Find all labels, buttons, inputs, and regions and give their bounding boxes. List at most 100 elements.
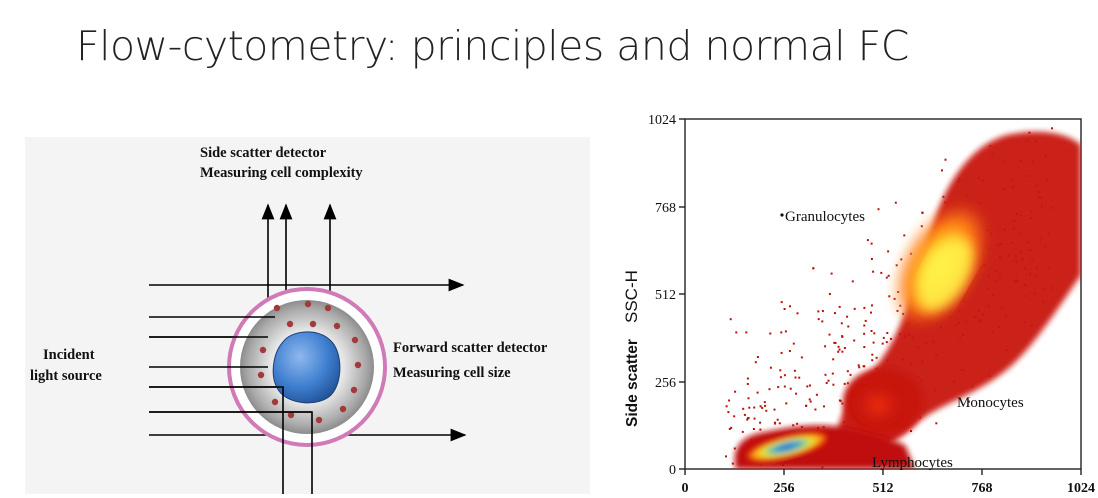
event-dot <box>769 332 772 335</box>
event-dot <box>748 406 751 409</box>
event-dot <box>910 430 912 432</box>
event-dot <box>834 312 836 315</box>
y-tick-1024: 1024 <box>648 113 676 128</box>
event-dot <box>870 258 873 260</box>
event-dot <box>863 332 866 335</box>
event-dot <box>941 169 943 172</box>
event-dot <box>870 242 873 245</box>
y-axis-label: Side scatter SSC-H <box>622 270 641 427</box>
event-dot <box>821 320 824 323</box>
event-dot <box>730 426 733 429</box>
event-dot <box>817 310 820 313</box>
event-dot <box>743 413 746 416</box>
event-dot <box>796 422 799 425</box>
event-dot <box>841 335 844 338</box>
event-dot <box>752 428 755 430</box>
event-dot <box>885 276 888 279</box>
event-dot <box>747 417 749 420</box>
event-dot <box>742 407 745 410</box>
event-dot <box>794 376 797 379</box>
event-dot <box>784 330 787 333</box>
x-axis-ticks <box>684 469 1082 475</box>
event-dot <box>853 307 856 310</box>
side-detector-label: Side scatter detector <box>200 145 327 161</box>
event-dot <box>881 342 884 345</box>
event-dot <box>780 351 783 354</box>
event-dot <box>789 387 792 390</box>
slide-title: Flow-cytometry: principles and normal FC <box>76 22 909 70</box>
event-dot <box>875 356 878 359</box>
event-dot <box>824 345 827 348</box>
event-dot <box>735 331 738 334</box>
event-dot <box>773 421 776 424</box>
event-dot <box>814 408 817 411</box>
lymphocytes-label: Lymphocytes <box>872 455 953 471</box>
cell-granules <box>257 300 362 424</box>
event-dot <box>746 383 749 385</box>
event-dot <box>838 348 841 351</box>
density-plot-svg: 1024 768 512 256 0 0 256 512 768 1024 Si… <box>622 113 1095 496</box>
event-dot <box>809 384 811 387</box>
event-dot <box>888 295 891 298</box>
event-dot <box>783 385 786 388</box>
cell-nucleus <box>272 331 341 404</box>
event-dot <box>847 325 850 328</box>
event-dot <box>870 330 873 332</box>
event-dot <box>728 427 731 430</box>
event-dot <box>849 373 852 376</box>
event-dot <box>815 393 818 396</box>
event-dot <box>817 318 820 321</box>
x-tick-256: 256 <box>774 481 795 494</box>
forward-detector-sublabel: Measuring cell size <box>393 365 511 381</box>
lymphocyte-core <box>746 432 828 462</box>
event-dot <box>746 377 749 380</box>
event-dot <box>746 418 749 421</box>
event-dot <box>870 311 872 314</box>
event-dot <box>827 379 830 382</box>
event-dot <box>821 310 824 312</box>
event-dot <box>809 400 812 403</box>
event-dot <box>796 312 799 315</box>
principle-diagram-svg: Side scatter detector Measuring cell com… <box>25 137 590 494</box>
event-dot <box>825 382 828 384</box>
event-dot <box>840 322 843 325</box>
event-dot <box>734 390 737 393</box>
event-dot <box>789 305 791 308</box>
event-dot <box>877 208 880 211</box>
event-dot <box>831 372 834 375</box>
event-dot <box>759 428 762 431</box>
event-dot <box>765 409 768 412</box>
event-dot <box>779 369 782 372</box>
event-dot <box>779 376 782 379</box>
event-dot <box>890 337 892 340</box>
event-dot <box>880 271 883 274</box>
event-dot <box>806 385 809 388</box>
event-dot <box>846 315 849 318</box>
y-tick-0: 0 <box>669 463 676 478</box>
event-dot <box>882 336 885 339</box>
event-dot <box>846 382 849 385</box>
event-dot <box>944 158 947 161</box>
event-dot <box>754 361 757 364</box>
event-dot <box>942 195 945 198</box>
event-dot <box>823 405 825 408</box>
event-dot <box>866 239 869 242</box>
event-dot <box>725 405 728 408</box>
event-dot <box>858 366 861 369</box>
event-dot <box>851 280 854 283</box>
event-dot <box>843 382 846 385</box>
event-dot <box>727 411 730 414</box>
event-dot <box>777 386 780 389</box>
scatter-paths-below <box>149 386 313 494</box>
event-dot <box>731 462 734 465</box>
event-dot <box>753 406 756 409</box>
event-dot <box>862 365 865 368</box>
event-dot <box>764 404 767 407</box>
flow-cytometry-principle-diagram: Side scatter detector Measuring cell com… <box>25 137 590 494</box>
event-dot <box>768 388 771 391</box>
event-dot <box>756 391 759 394</box>
event-dot <box>863 306 866 309</box>
event-dot <box>780 301 783 304</box>
event-dot <box>935 422 938 425</box>
y-axis-label-suffix: SSC-H <box>622 270 641 323</box>
